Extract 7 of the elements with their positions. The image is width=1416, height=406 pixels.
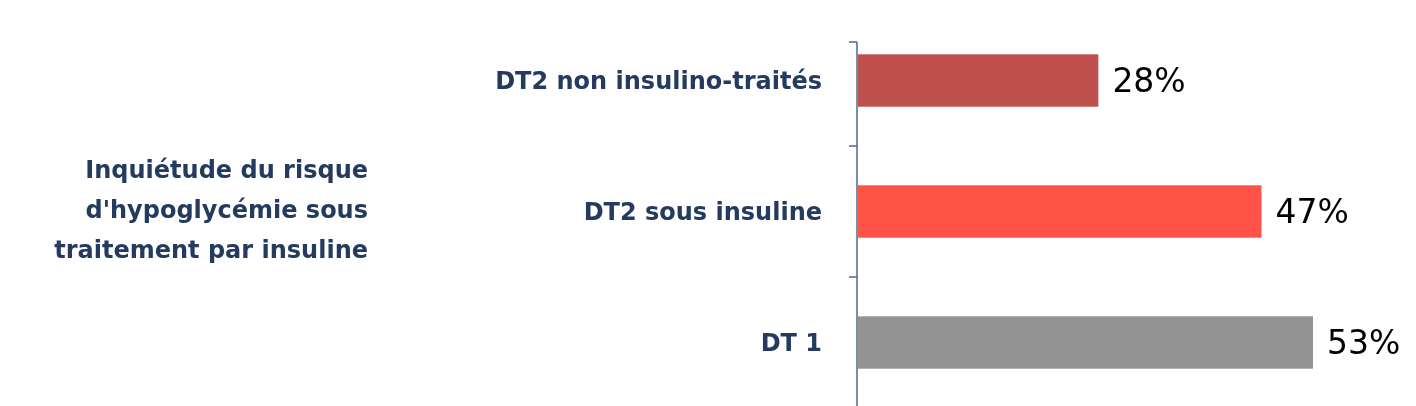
data-label: 47% bbox=[1275, 192, 1349, 231]
text: Inquiétude du risque d'hypoglycémie sous traitement par insuline bbox=[54, 156, 368, 264]
y-tick-label: DT2 non insulino-traités bbox=[495, 66, 822, 95]
y-tick-label: DT2 sous insuline bbox=[583, 197, 822, 226]
data-label: 28% bbox=[1112, 61, 1186, 100]
y-tick-label: DT 1 bbox=[760, 328, 822, 357]
data-label: 53% bbox=[1327, 323, 1401, 362]
